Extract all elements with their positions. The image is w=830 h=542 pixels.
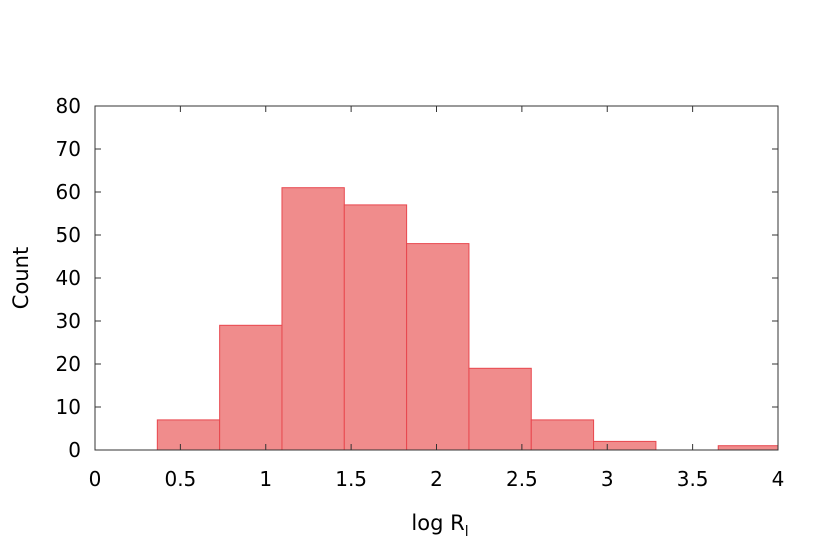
y-tick-label-3: 30 xyxy=(56,309,81,333)
histogram-bar-9 xyxy=(717,445,779,451)
x-axis-title-main: log R xyxy=(411,511,464,535)
x-axis-title-subscript: l xyxy=(465,524,469,540)
x-tick-label-6: 3 xyxy=(601,467,614,491)
x-axis-title: log Rl xyxy=(411,511,468,540)
y-axis-title: Count xyxy=(9,247,33,309)
x-axis: 0 0.5 1 1.5 2 2.5 3 3.5 4 xyxy=(89,106,785,491)
histogram-bar-7 xyxy=(593,440,657,451)
y-tick-label-0: 0 xyxy=(68,438,81,462)
x-tick-label-8: 4 xyxy=(772,467,785,491)
y-tick-label-4: 40 xyxy=(56,266,81,290)
x-tick-label-4: 2 xyxy=(430,467,443,491)
x-tick-label-3: 1.5 xyxy=(335,467,367,491)
x-tick-label-2: 1 xyxy=(259,467,272,491)
x-tick-label-7: 3.5 xyxy=(677,467,709,491)
y-tick-label-8: 80 xyxy=(56,94,81,118)
histogram-bar-1 xyxy=(219,324,283,451)
x-tick-label-5: 2.5 xyxy=(506,467,538,491)
x-tick-label-1: 0.5 xyxy=(164,467,196,491)
y-axis: 0 10 20 30 40 50 60 70 80 xyxy=(56,94,778,462)
y-tick-label-7: 70 xyxy=(56,137,81,161)
bars-group xyxy=(156,187,779,451)
histogram-bar-6 xyxy=(530,419,595,451)
histogram-bar-4 xyxy=(406,243,470,451)
histogram-bar-5 xyxy=(468,367,532,451)
y-tick-label-2: 20 xyxy=(56,352,81,376)
histogram-bar-0 xyxy=(156,419,221,451)
histogram-bar-2 xyxy=(281,187,345,451)
y-tick-label-1: 10 xyxy=(56,395,81,419)
y-tick-label-5: 50 xyxy=(56,223,81,247)
x-tick-label-0: 0 xyxy=(89,467,102,491)
histogram-bar-3 xyxy=(343,204,408,451)
y-tick-label-6: 60 xyxy=(56,180,81,204)
